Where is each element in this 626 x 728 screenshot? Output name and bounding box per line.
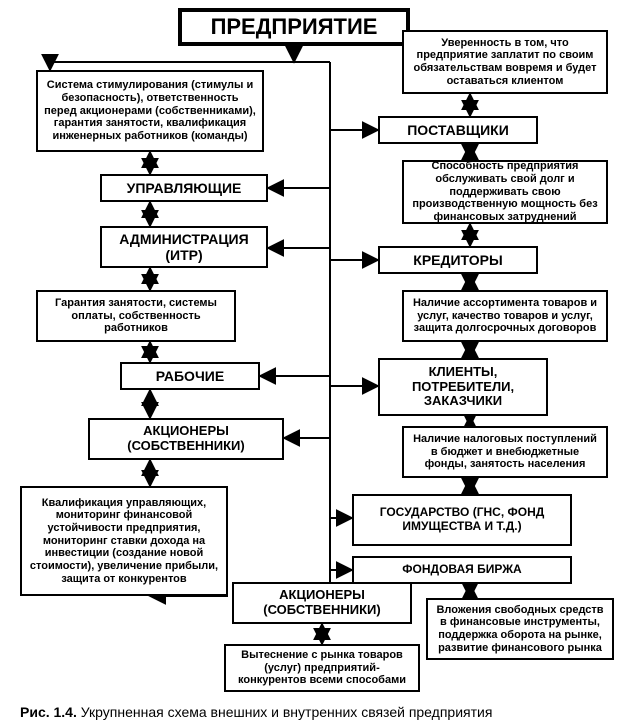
box-b_cli: КЛИЕНТЫ, ПОТРЕБИТЕЛИ, ЗАКАЗЧИКИ (378, 358, 548, 416)
box-b_sys: Система стимулирования (стимулы и безопа… (36, 70, 264, 152)
diagram-stage: ПРЕДПРИЯТИЕ Система стимулирования (стиму… (0, 0, 626, 728)
box-b_work: РАБОЧИЕ (120, 362, 260, 390)
box-b_akcC: АКЦИОНЕРЫ (СОБСТВЕННИКИ) (232, 582, 412, 624)
figure-caption: Рис. 1.4. Укрупненная схема внешних и вн… (20, 704, 492, 720)
box-b_out: Вытеснение с рынка товаров (услуг) предп… (224, 644, 420, 692)
box-b_sup: ПОСТАВЩИКИ (378, 116, 538, 144)
box-b_assur: Уверенность в том, что предприятие запла… (402, 30, 608, 94)
box-b_tax: Наличие налоговых поступлений в бюджет и… (402, 426, 608, 478)
box-b_cred: КРЕДИТОРЫ (378, 246, 538, 274)
box-b_upr: УПРАВЛЯЮЩИЕ (100, 174, 268, 202)
box-b_assort: Наличие ассортимента товаров и услуг, ка… (402, 290, 608, 342)
box-b_kval: Квалификация управляющих, мониторинг фин… (20, 486, 228, 596)
box-b_gov: ГОСУДАРСТВО (ГНС, ФОНД ИМУЩЕСТВА И Т.Д.) (352, 494, 572, 546)
title-box: ПРЕДПРИЯТИЕ (178, 8, 410, 46)
box-b_akcL: АКЦИОНЕРЫ (СОБСТВЕННИКИ) (88, 418, 284, 460)
box-b_gar: Гарантия занятости, системы оплаты, собс… (36, 290, 236, 342)
box-b_inv: Вложения свободных средств в финансовые … (426, 598, 614, 660)
box-b_able: Способность предприятия обслуживать свой… (402, 160, 608, 224)
box-b_adm: АДМИНИСТРАЦИЯ (ИТР) (100, 226, 268, 268)
box-b_birzh: ФОНДОВАЯ БИРЖА (352, 556, 572, 584)
